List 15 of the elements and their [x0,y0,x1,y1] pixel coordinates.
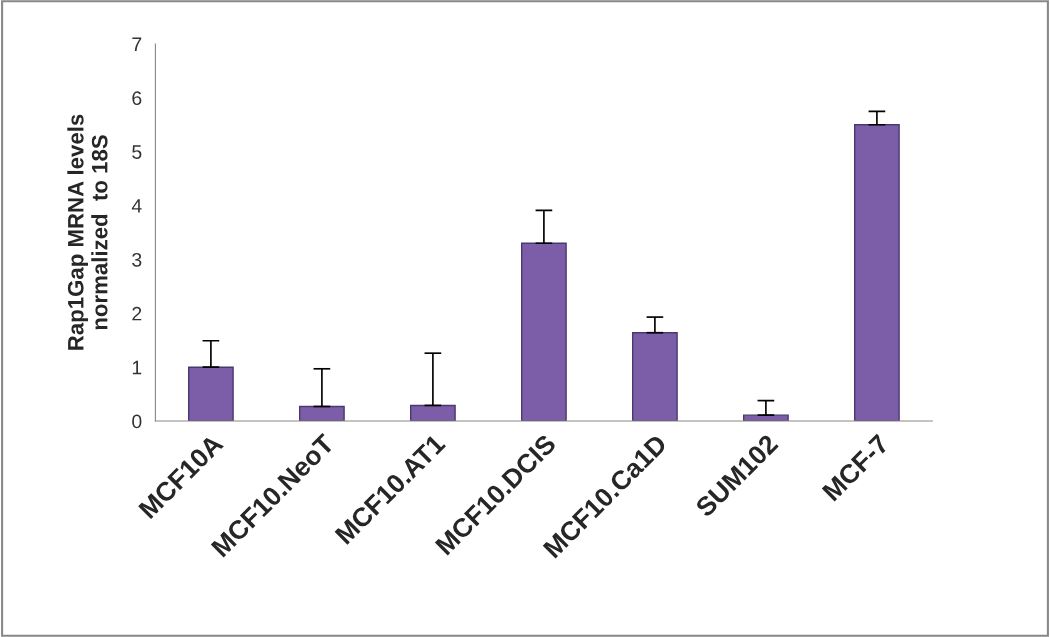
y-tick-label: 4 [131,199,142,213]
bar [410,404,456,422]
bar [632,332,678,422]
bar [854,124,900,422]
bar [188,366,234,422]
y-tick-label: 6 [132,91,142,106]
bar [521,242,567,422]
y-axis-title: Rap1Gap MRNA levels normalized to 18S [67,114,108,350]
bar [299,405,345,422]
y-tick-label: 0 [132,414,142,429]
y-tick-label: 5 [132,145,142,159]
y-tick-label: 7 [132,37,142,51]
y-tick-label: 2 [132,306,142,321]
y-tick-label: 3 [132,252,142,267]
y-tick-label: 1 [132,360,142,375]
